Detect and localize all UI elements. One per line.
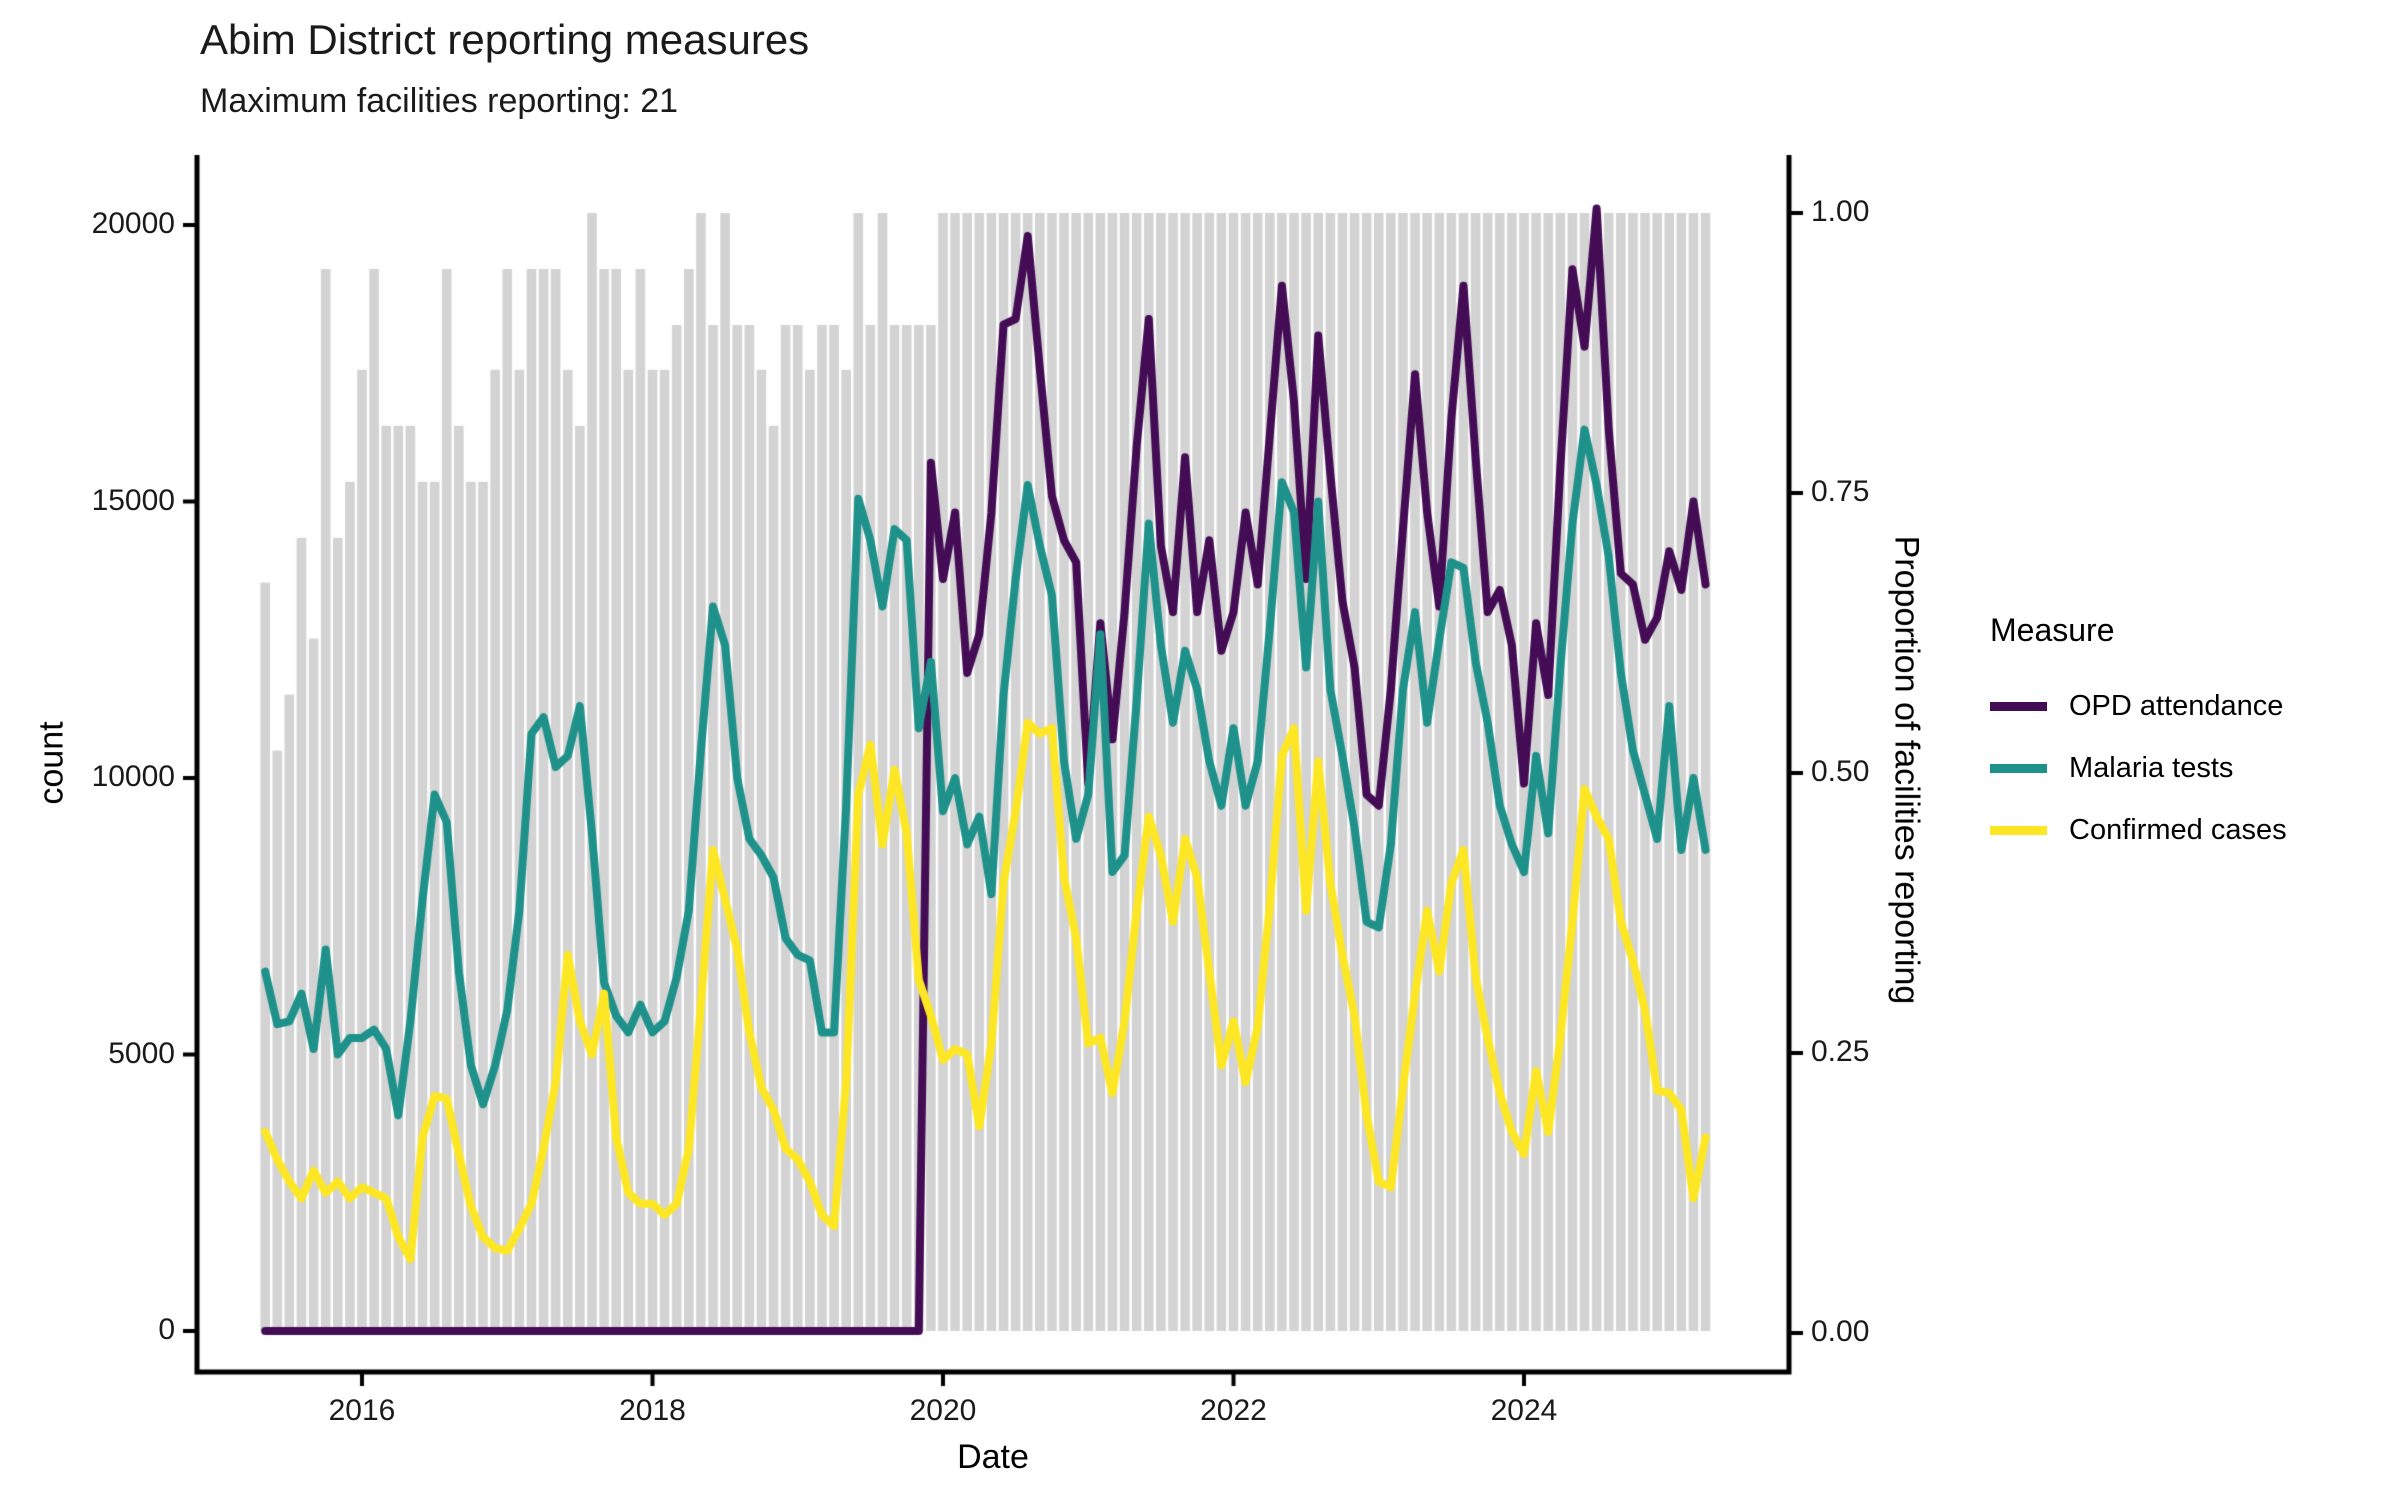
y-tick-label-left: 0 [158, 1313, 175, 1346]
legend-line-swatch [1990, 763, 2047, 773]
y-axis-title-right: Proportion of facilities reporting [1887, 535, 1926, 1005]
legend: Measure OPD attendance Malaria tests Confi… [1990, 612, 2287, 861]
x-tick-label: 2024 [1490, 1394, 1558, 1427]
legend-item: OPD attendance [1990, 675, 2287, 737]
legend-items: OPD attendance Malaria tests Confirmed cas… [1990, 675, 2287, 861]
x-tick-label: 2022 [1200, 1394, 1267, 1427]
chart-subtitle: Maximum facilities reporting: 21 [200, 82, 679, 120]
x-axis-title: Date [957, 1438, 1029, 1476]
legend-title: Measure [1990, 612, 2115, 648]
y-tick-label-left: 5000 [108, 1036, 175, 1070]
legend-item: Confirmed cases [1990, 799, 2287, 861]
y-tick-label-right: 0.50 [1811, 755, 1870, 788]
y-tick-label-left: 20000 [91, 207, 175, 240]
y-tick-label-right: 1.00 [1811, 195, 1870, 228]
y-tick-label-left: 15000 [91, 483, 175, 517]
chart-title: Abim District reporting measures [200, 16, 810, 63]
y-tick-label-left: 10000 [91, 760, 175, 793]
legend-item-label: OPD attendance [2069, 689, 2284, 722]
legend-item: Malaria tests [1990, 737, 2287, 799]
x-tick-label: 2020 [909, 1394, 977, 1427]
y-tick-label-right: 0.00 [1811, 1315, 1870, 1348]
legend-item-label: Malaria tests [2069, 751, 2234, 784]
legend-line-swatch [1990, 701, 2047, 711]
y-tick-label-right: 0.75 [1811, 475, 1870, 508]
x-tick-label: 2018 [619, 1394, 686, 1427]
legend-line-swatch [1990, 825, 2047, 835]
y-axis-title-left: count [32, 721, 71, 805]
x-tick-label: 2016 [328, 1394, 396, 1427]
y-tick-label-right: 0.25 [1811, 1035, 1870, 1068]
legend-item-label: Confirmed cases [2069, 813, 2287, 846]
